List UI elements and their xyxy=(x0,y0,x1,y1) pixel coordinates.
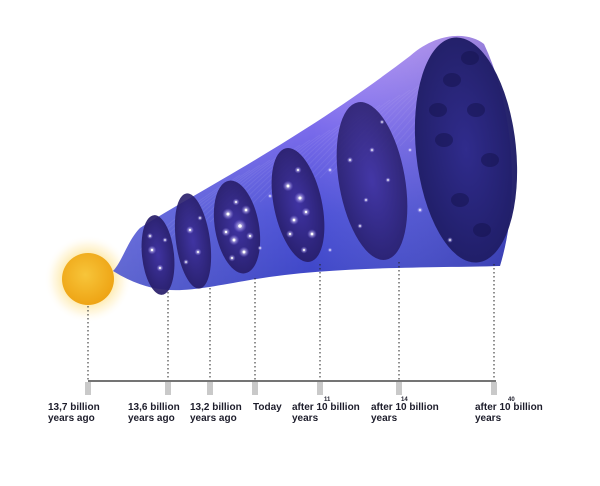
tick-marker-first-galaxies xyxy=(207,382,213,395)
galaxy-stars xyxy=(146,51,499,272)
timeline-markers xyxy=(85,382,497,395)
timeline-label-future-11: 11 after 10 billion years xyxy=(292,397,360,424)
exponent-11: 11 xyxy=(324,397,331,403)
tick-marker-future-14 xyxy=(396,382,402,395)
timeline-label-future-40: 40 after 10 billion years xyxy=(475,397,543,424)
timeline-label-future-14: 14 after 10 billion years xyxy=(371,397,439,424)
timeline-label-today: Today xyxy=(253,402,282,413)
exponent-40: 40 xyxy=(508,397,515,403)
cone-slices xyxy=(141,37,518,295)
slice-future-14 xyxy=(336,102,408,260)
timeline-label-first-stars: 13,6 billion years ago xyxy=(128,402,180,424)
timeline-guides xyxy=(87,262,495,380)
tick-marker-first-stars xyxy=(165,382,171,395)
tick-marker-future-11 xyxy=(317,382,323,395)
tick-marker-big-bang xyxy=(85,382,91,395)
big-bang-sun-icon xyxy=(44,235,132,323)
timeline-label-big-bang: 13,7 billion years ago xyxy=(48,402,100,424)
exponent-14: 14 xyxy=(401,397,408,403)
slice-future-40 xyxy=(414,37,518,263)
tick-marker-today xyxy=(252,382,258,395)
tick-marker-future-40 xyxy=(491,382,497,395)
timeline-label-first-galaxies: 13,2 billion years ago xyxy=(190,402,242,424)
